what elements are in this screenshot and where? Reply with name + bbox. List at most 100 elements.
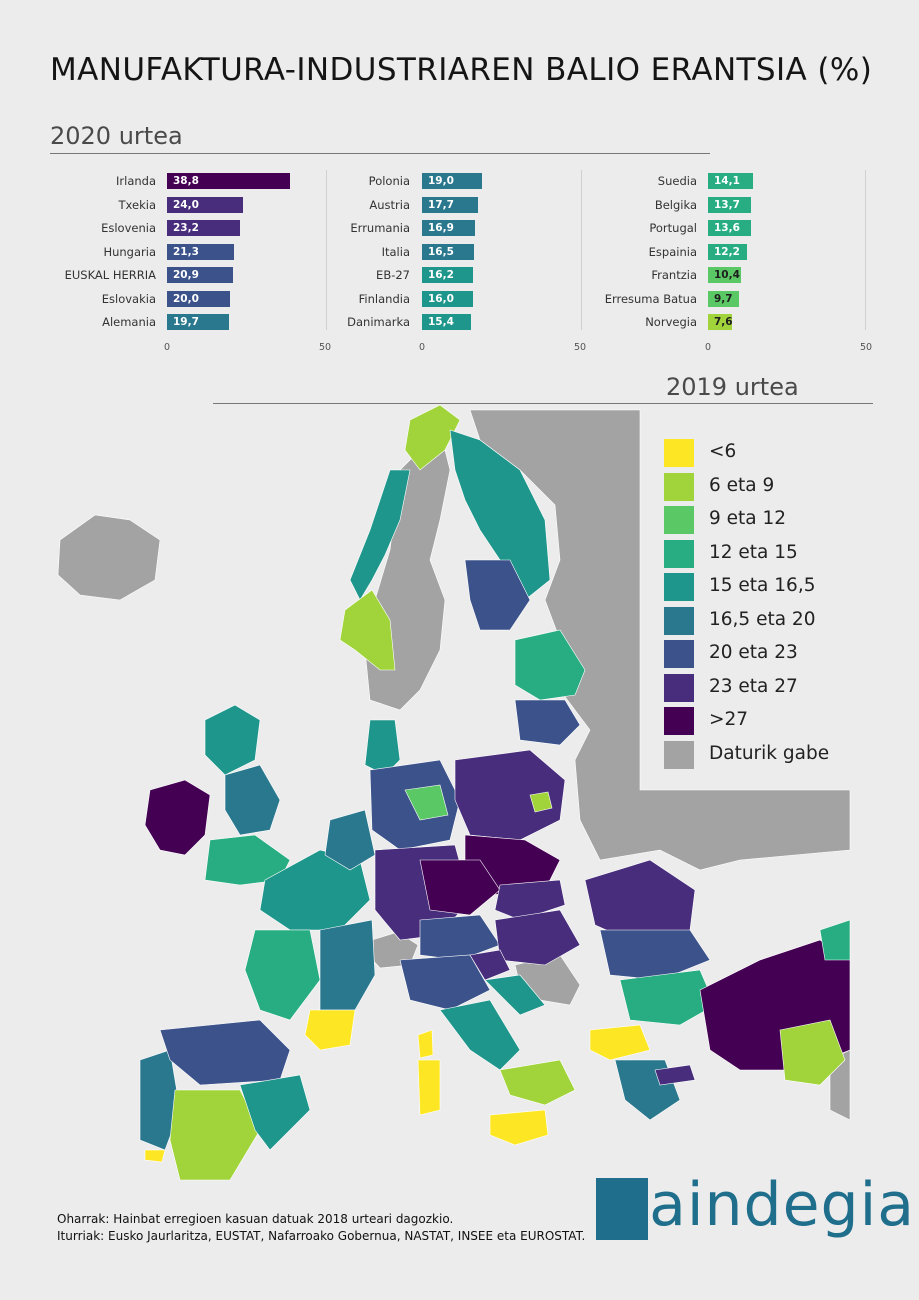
region-slovenia [469, 949, 511, 981]
region-scotland [204, 704, 261, 776]
legend-swatch [664, 606, 694, 635]
bar-value-label: 19,0 [428, 175, 454, 187]
bar: 20,0 [167, 290, 231, 307]
source-line: Iturriak: Eusko Jaurlaritza, EUSTAT, Naf… [57, 1229, 586, 1243]
region-italy-centre [439, 999, 521, 1071]
region-czechia [419, 859, 501, 916]
divider-2020 [50, 153, 710, 154]
bar: 16,0 [422, 290, 473, 307]
region-ireland [144, 779, 211, 856]
bar-value-label: 24,0 [173, 198, 199, 211]
axis-tick-label: 0 [163, 342, 171, 353]
legend-swatch [664, 740, 694, 769]
bar-category-label: Espainia [648, 244, 697, 259]
bar: 15,4 [422, 314, 471, 330]
bar-value-label: 16,2 [428, 269, 454, 281]
region-romania-south [599, 929, 711, 981]
notes: Oharrak: Hainbat erregioen kasuan datuak… [57, 1211, 585, 1245]
bar-value-label: 15,4 [428, 316, 454, 328]
bar: 13,7 [708, 196, 752, 213]
logo-mark [596, 1178, 648, 1240]
bar-category-label: EUSKAL HERRIA [64, 268, 156, 282]
bar-value-label: 9,7 [714, 292, 733, 305]
region-austria [419, 914, 501, 961]
region-sardinia [417, 1059, 441, 1116]
bar: 14,1 [708, 173, 753, 189]
legend-swatch [664, 506, 694, 534]
bar-value-label: 12,2 [714, 245, 740, 258]
legend-label: 6 eta 9 [709, 474, 775, 496]
bar-category-label: Hungaria [103, 244, 156, 259]
logo-text: gaindegia [610, 1170, 916, 1240]
bar-category-label: Eslovakia [101, 291, 156, 306]
bar-value-label: 20,9 [173, 269, 199, 281]
axis-tick-label: 0 [418, 342, 426, 353]
region-france-south [304, 1009, 356, 1051]
bar-value-label: 14,1 [714, 175, 740, 187]
bar-value-label: 16,5 [428, 245, 454, 258]
region-benelux [324, 809, 376, 871]
subtitle-2020: 2020 urtea [50, 122, 183, 150]
bar-category-label: EB-27 [376, 268, 410, 282]
bar-value-label: 13,6 [714, 222, 740, 234]
bar-category-label: Frantzia [651, 268, 697, 282]
axis-tick-label: 50 [318, 342, 332, 353]
bar-category-label: Irlanda [116, 174, 156, 188]
region-spain-centre [169, 1089, 261, 1181]
region-poland-north [454, 749, 566, 841]
divider-2019 [213, 403, 873, 404]
bar: 13,6 [708, 220, 751, 236]
legend-swatch [664, 707, 694, 735]
region-sicily [489, 1109, 549, 1146]
region-warsaw [529, 791, 553, 813]
bar: 12,2 [708, 243, 747, 260]
bar-category-label: Errumania [350, 221, 410, 235]
region-hungary [494, 909, 581, 966]
region-italy-south [499, 1059, 576, 1106]
bar-value-label: 16,9 [428, 222, 454, 234]
bar: 7,6 [708, 314, 733, 330]
bar-category-label: Eslovenia [101, 221, 156, 235]
bar-value-label: 20,0 [173, 292, 199, 305]
region-spain-east [239, 1074, 311, 1151]
legend-label: 15 eta 16,5 [709, 575, 816, 596]
region-italy-north [399, 954, 491, 1011]
bar: 38,8 [167, 173, 290, 189]
legend-swatch [664, 640, 694, 668]
bar: 17,7 [422, 196, 478, 213]
bar-value-label: 38,8 [173, 175, 199, 187]
region-cyprus-left [654, 1064, 696, 1086]
bar-category-label: Belgika [654, 197, 697, 212]
legend-label: >27 [709, 709, 749, 730]
region-spain-north [159, 1019, 291, 1086]
bar-category-label: Finlandia [358, 291, 410, 306]
map-legend: <6 6 eta 9 9 eta 12 12 eta 15 15 eta 16,5 16,… [648, 421, 874, 781]
legend-label: <6 [709, 441, 737, 462]
bar: 16,9 [422, 220, 476, 236]
region-greece-north [589, 1024, 651, 1061]
region-finland-south [464, 559, 531, 631]
bar-value-label: 23,2 [173, 222, 199, 234]
region-spain-south-tip [144, 1149, 166, 1163]
legend-swatch [664, 573, 694, 601]
bar-category-label: Italia [381, 244, 410, 259]
bar: 16,2 [422, 267, 474, 283]
panel-separator [326, 170, 327, 330]
bar: 24,0 [167, 196, 243, 213]
panel-separator [865, 170, 866, 330]
bar: 21,3 [167, 243, 235, 260]
region-estonia [514, 629, 586, 701]
bar: 19,0 [422, 173, 483, 189]
bar-category-label: Portugal [649, 221, 697, 235]
legend-swatch [664, 439, 694, 467]
legend-label: 9 eta 12 [709, 508, 787, 529]
bar-category-label: Polonia [368, 174, 410, 188]
bar: 23,2 [167, 220, 241, 236]
bar: 10,4 [708, 267, 741, 283]
subtitle-2019: 2019 urtea [666, 373, 799, 401]
note-line: Oharrak: Hainbat erregioen kasuan datuak… [57, 1212, 454, 1226]
legend-label: 23 eta 27 [709, 675, 798, 697]
region-norway-south [339, 589, 396, 671]
legend-swatch [664, 539, 694, 568]
region-france-east [319, 919, 376, 1011]
